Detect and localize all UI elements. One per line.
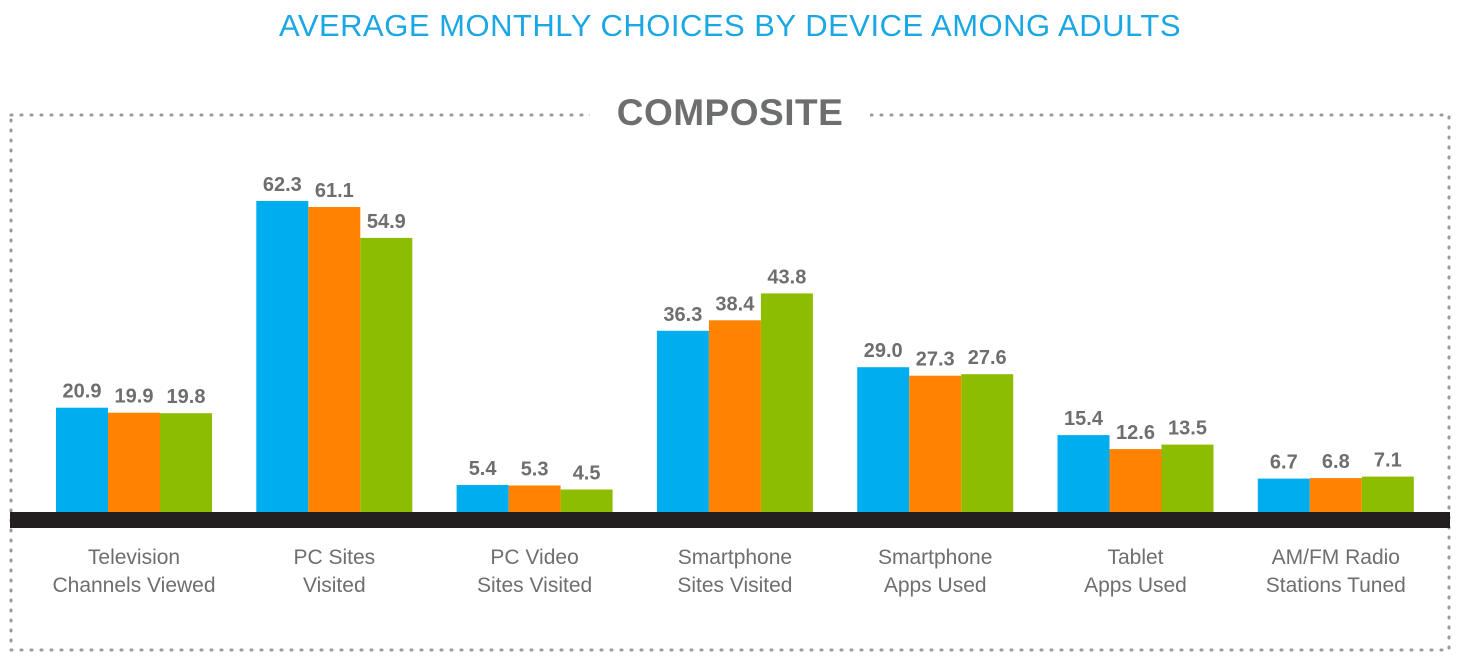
- category-label-3-line-1: Sites Visited: [677, 574, 792, 597]
- category-label-5-line-0: Tablet: [1107, 546, 1163, 569]
- bar-2-1: [508, 485, 561, 512]
- value-label-2-2: 4.5: [573, 463, 601, 485]
- bar-5-0: [1057, 435, 1110, 512]
- chart-subtitle: COMPOSITE: [590, 92, 870, 134]
- value-label-1-1: 61.1: [315, 180, 354, 202]
- value-label-4-1: 27.3: [916, 349, 955, 371]
- bar-6-0: [1257, 478, 1310, 512]
- bar-1-1: [308, 207, 361, 512]
- value-label-5-2: 13.5: [1168, 418, 1207, 440]
- category-label-5-line-1: Apps Used: [1084, 574, 1187, 597]
- value-label-0-1: 19.9: [115, 386, 154, 408]
- value-label-0-0: 20.9: [63, 381, 102, 403]
- value-label-6-2: 7.1: [1374, 450, 1402, 472]
- value-label-2-1: 5.3: [521, 459, 549, 481]
- bar-3-0: [656, 330, 709, 512]
- category-label-6-line-0: AM/FM Radio: [1272, 546, 1400, 569]
- bar-1-2: [360, 237, 413, 512]
- value-label-5-0: 15.4: [1064, 408, 1104, 430]
- chart-title: AVERAGE MONTHLY CHOICES BY DEVICE AMONG …: [278, 8, 1182, 43]
- value-label-2-0: 5.4: [469, 458, 498, 480]
- value-label-0-2: 19.8: [167, 386, 206, 408]
- category-label-1-line-0: PC Sites: [293, 546, 375, 569]
- value-label-4-0: 29.0: [864, 340, 903, 362]
- category-label-2-line-1: Sites Visited: [477, 574, 592, 597]
- category-label-2-line-0: PC Video: [490, 546, 578, 569]
- bar-0-0: [56, 407, 108, 512]
- bar-6-1: [1309, 478, 1362, 512]
- value-label-3-0: 36.3: [663, 304, 702, 326]
- bar-3-2: [760, 293, 813, 512]
- bar-4-1: [909, 375, 962, 512]
- bar-3-1: [708, 320, 761, 512]
- bar-6-2: [1361, 476, 1414, 512]
- value-label-6-0: 6.7: [1270, 452, 1298, 474]
- value-label-4-2: 27.6: [968, 347, 1007, 369]
- value-label-6-1: 6.8: [1322, 451, 1350, 473]
- bar-4-0: [857, 367, 910, 512]
- value-label-3-1: 38.4: [715, 293, 755, 315]
- bar-0-1: [108, 412, 160, 512]
- bar-2-0: [456, 485, 509, 512]
- category-labels-group: Television Channels Viewed PC Sites Visited…: [52, 546, 1405, 597]
- bar-1-0: [256, 201, 309, 512]
- bar-4-2: [961, 374, 1014, 512]
- value-label-3-2: 43.8: [767, 266, 806, 288]
- bar-2-2: [560, 489, 613, 512]
- bar-0-2: [160, 413, 212, 512]
- value-label-1-2: 54.9: [367, 211, 406, 233]
- category-label-0-line-1: Channels Viewed: [52, 574, 215, 597]
- category-label-4-line-0: Smartphone: [878, 546, 992, 569]
- labels-group: 20.9 19.9 19.8 62.3 61.1 54.9 5.4 5.3 4.5 36.3 38.…: [63, 174, 1402, 485]
- value-label-5-1: 12.6: [1116, 422, 1155, 444]
- value-label-1-0: 62.3: [263, 174, 302, 196]
- category-label-4-line-1: Apps Used: [884, 574, 987, 597]
- category-label-6-line-1: Stations Tuned: [1266, 574, 1406, 597]
- baseline-axis: [10, 512, 1450, 528]
- category-label-1-line-1: Visited: [303, 574, 366, 597]
- category-label-3-line-0: Smartphone: [678, 546, 792, 569]
- bar-5-1: [1109, 449, 1162, 512]
- bars-group: [56, 201, 1414, 512]
- bar-5-2: [1161, 444, 1214, 512]
- category-label-0-line-0: Television: [88, 546, 180, 569]
